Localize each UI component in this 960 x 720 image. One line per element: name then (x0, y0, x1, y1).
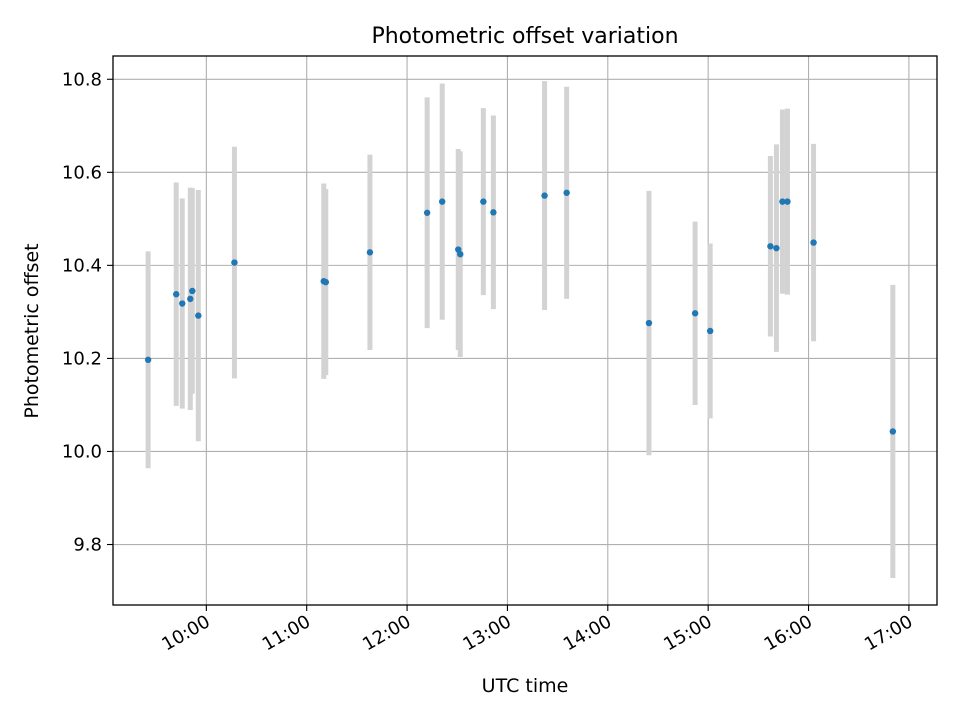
x-tick-label: 17:00 (861, 611, 916, 655)
data-points (144, 189, 897, 435)
data-point (189, 287, 196, 295)
data-point (767, 243, 774, 250)
data-point (691, 310, 699, 317)
data-point (889, 428, 897, 435)
data-point (187, 295, 194, 303)
data-point (144, 356, 152, 364)
data-point (457, 250, 464, 258)
y-tick-label: 10.4 (62, 255, 102, 276)
plot-frame (112, 55, 938, 606)
data-point (480, 198, 487, 205)
data-point (438, 198, 446, 205)
x-tick-label: 16:00 (761, 611, 816, 655)
y-tick-label: 9.8 (73, 535, 102, 556)
x-axis-label: UTC time (482, 675, 569, 697)
data-point (490, 209, 497, 216)
data-point (773, 244, 780, 252)
data-point (563, 189, 570, 196)
data-point (810, 239, 817, 246)
data-point (322, 278, 329, 286)
data-point (195, 312, 202, 319)
data-point (784, 198, 791, 205)
data-point (231, 259, 238, 266)
y-axis-label: Photometric offset (21, 243, 43, 418)
data-point (706, 327, 714, 335)
data-point (173, 291, 180, 298)
x-tick-label: 10:00 (158, 611, 213, 655)
data-point (645, 319, 653, 327)
y-tick-label: 10.0 (62, 441, 102, 462)
x-tick-label: 11:00 (259, 611, 314, 655)
x-tick-label: 15:00 (660, 611, 715, 655)
data-point (423, 209, 431, 216)
data-point (541, 192, 548, 199)
y-tick-label: 10.8 (62, 69, 102, 90)
chart-title: Photometric offset variation (371, 24, 678, 49)
data-point (179, 300, 186, 307)
y-tick-label: 10.6 (62, 162, 102, 183)
x-tick-label: 13:00 (460, 611, 515, 655)
x-tick-label: 14:00 (560, 611, 615, 655)
data-point (366, 249, 374, 256)
error-bars (145, 81, 896, 579)
data-point (779, 198, 786, 205)
y-tick-label: 10.2 (62, 348, 102, 369)
x-tick-label: 12:00 (359, 611, 414, 655)
